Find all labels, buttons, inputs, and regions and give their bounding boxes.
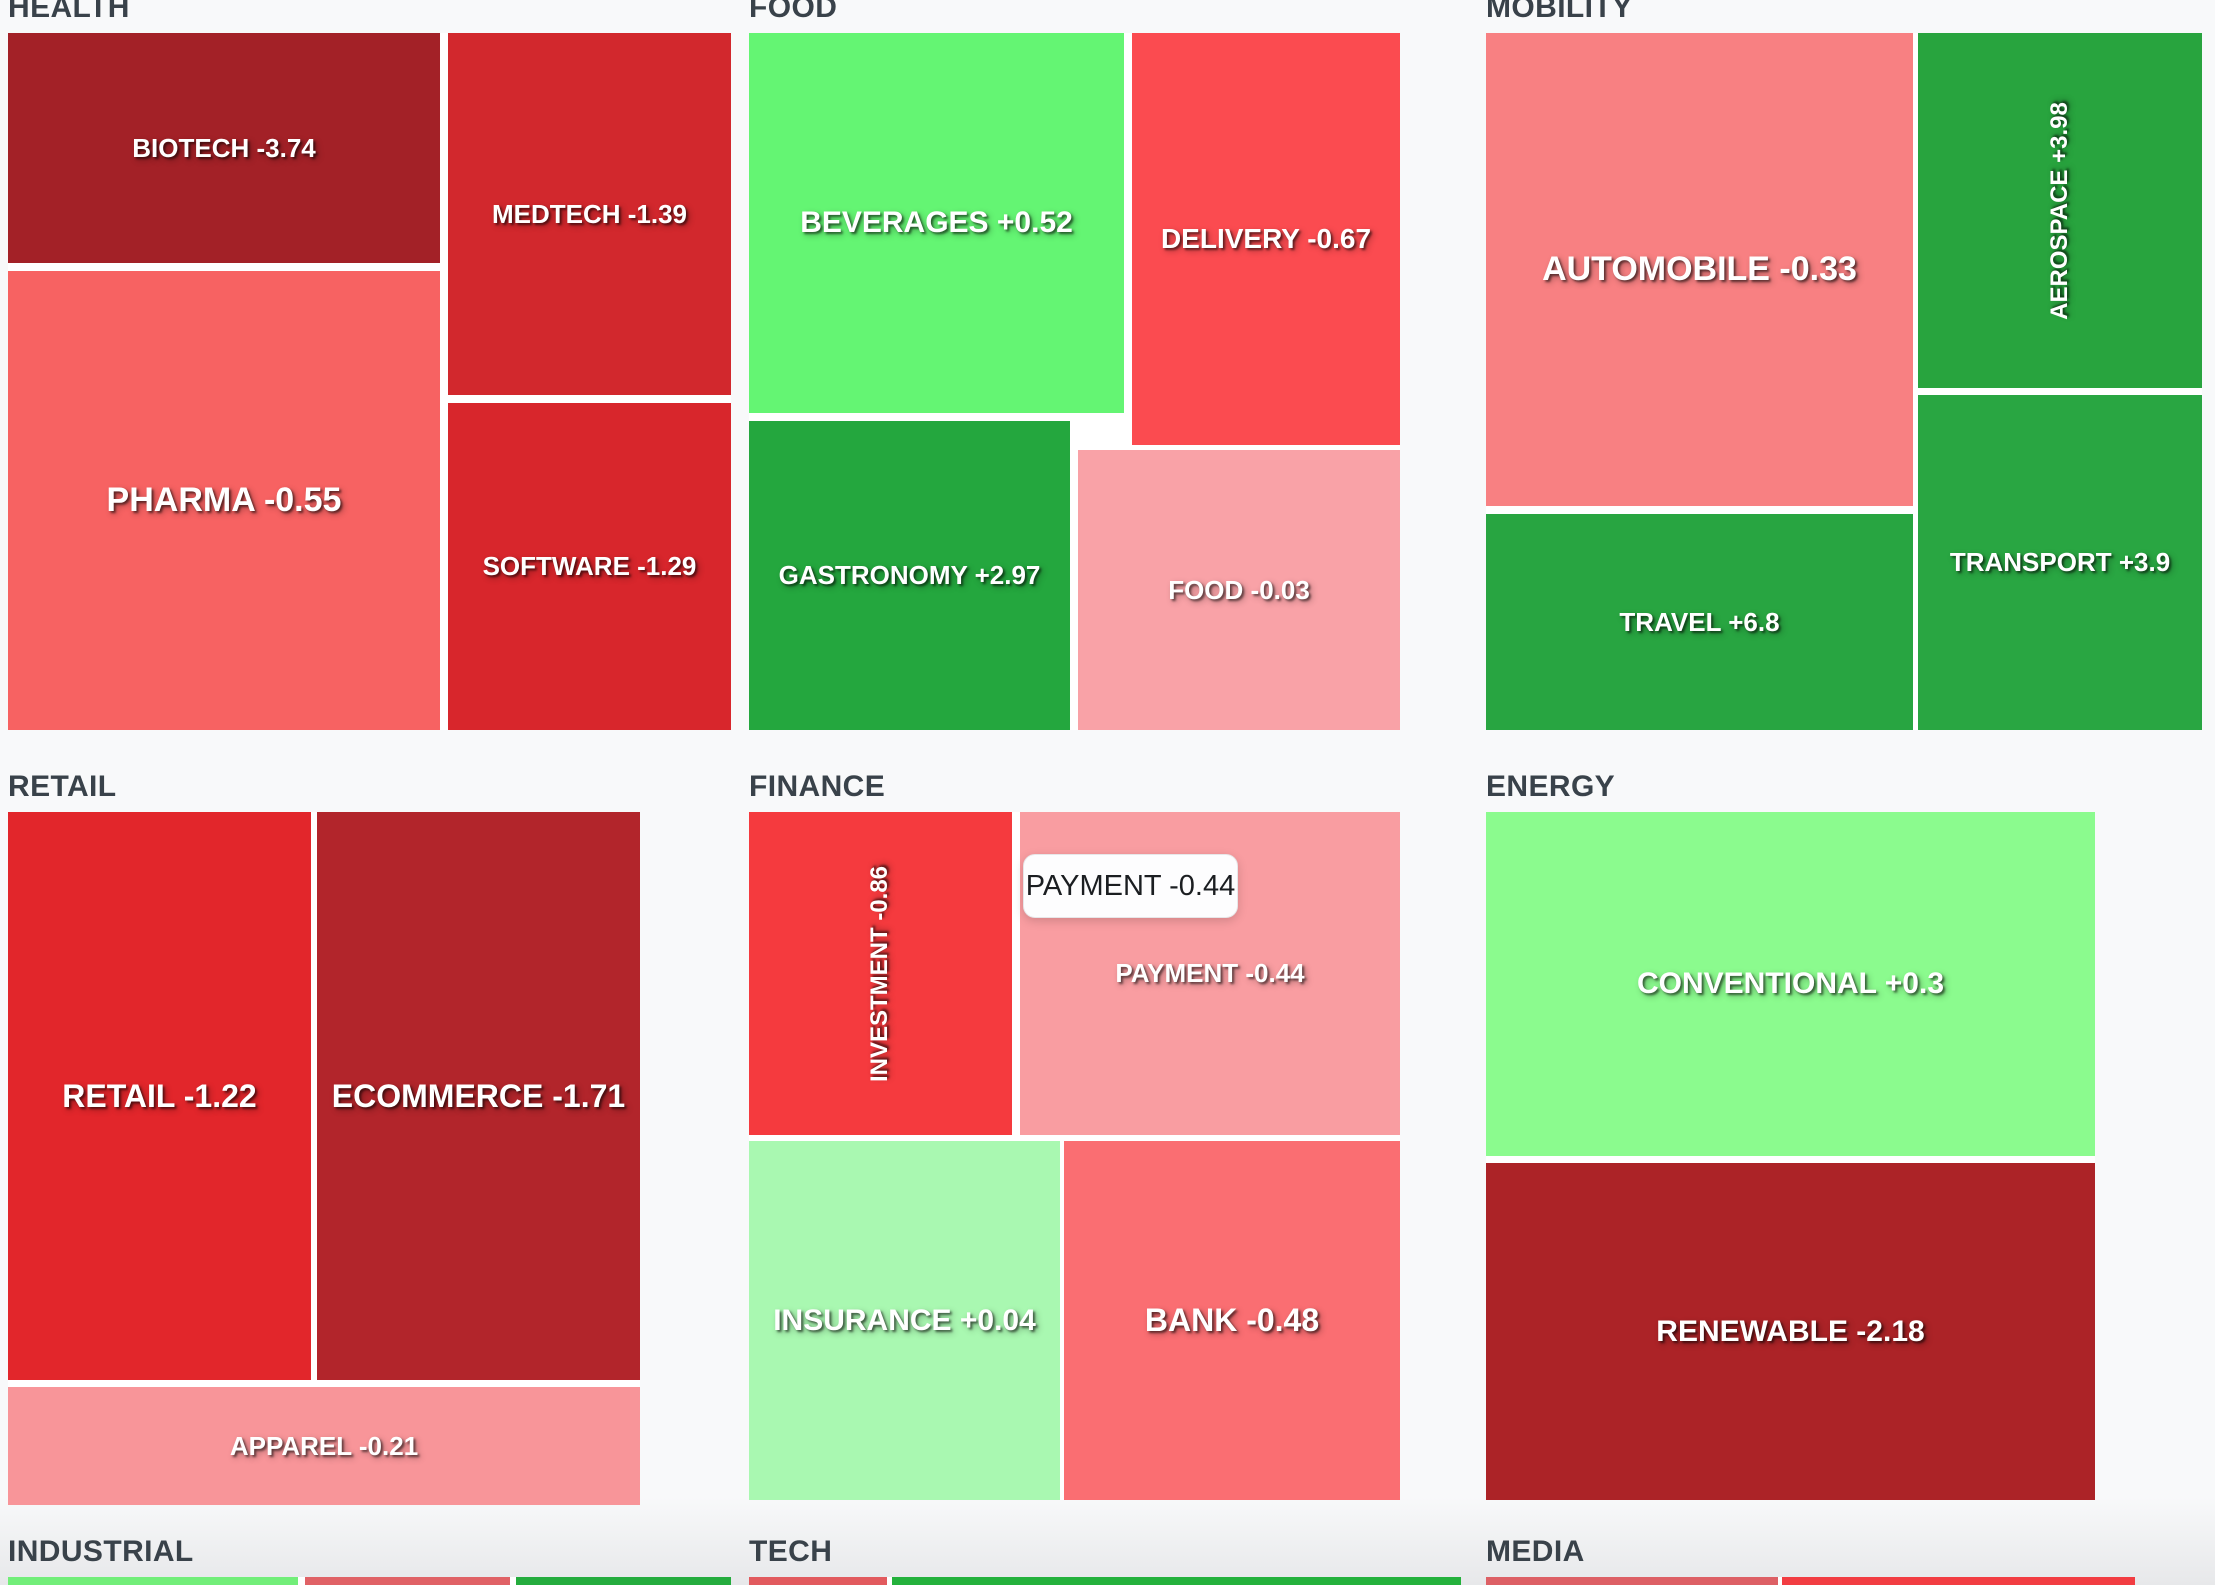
tiles-area-media [1486, 1577, 2135, 1585]
tile-industrial-2[interactable] [305, 1577, 510, 1585]
tile-label-aerospace: AEROSPACE +3.98 [2045, 101, 2073, 320]
tile-label-software: SOFTWARE -1.29 [482, 551, 697, 581]
tile-pharma[interactable]: PHARMA -0.55 [8, 271, 440, 730]
section-title-retail: RETAIL [8, 770, 117, 803]
tiles-area-finance: INVESTMENT -0.86 PAYMENT -0.44 INSURANCE +… [749, 812, 1400, 1500]
tiles-area-industrial [8, 1577, 731, 1585]
section-title-mobility: MOBILITY [1486, 0, 1633, 24]
section-title-media: MEDIA [1486, 1535, 1585, 1568]
tile-apparel[interactable]: APPAREL -0.21 [8, 1387, 640, 1505]
tile-food[interactable]: FOOD -0.03 [1078, 450, 1400, 730]
tile-tech-2[interactable] [892, 1577, 1461, 1585]
section-food: FOOD BEVERAGES +0.52 DELIVERY -0.67 GASTRON… [749, 0, 1400, 730]
tile-label-automobile: AUTOMOBILE -0.33 [1542, 250, 1857, 288]
tile-media-2[interactable] [1782, 1577, 2135, 1585]
tiles-area-retail: RETAIL -1.22 ECOMMERCE -1.71 APPAREL -0.21 [8, 812, 640, 1505]
section-title-finance: FINANCE [749, 770, 886, 803]
section-mobility: MOBILITY AUTOMOBILE -0.33 AEROSPACE +3.98 T… [1486, 0, 2202, 730]
section-energy: ENERGY CONVENTIONAL +0.3 RENEWABLE -2.18 [1486, 770, 2095, 1500]
tile-label-apparel: APPAREL -0.21 [229, 1430, 419, 1461]
tile-label-beverages: BEVERAGES +0.52 [800, 206, 1073, 239]
section-health: HEALTH BIOTECH -3.74 MEDTECH -1.39 PHARMA -… [8, 0, 731, 730]
tile-beverages[interactable]: BEVERAGES +0.52 [749, 33, 1124, 413]
tiles-area-food: BEVERAGES +0.52 DELIVERY -0.67 GASTRONOMY … [749, 33, 1400, 730]
tile-label-insurance: INSURANCE +0.04 [773, 1303, 1036, 1337]
section-title-energy: ENERGY [1486, 770, 1616, 803]
tile-transport[interactable]: TRANSPORT +3.9 [1918, 395, 2202, 730]
section-finance: FINANCE INVESTMENT -0.86 PAYMENT -0.44 INSU… [749, 770, 1400, 1500]
tile-aerospace[interactable]: AEROSPACE +3.98 [1918, 33, 2202, 388]
tile-label-retail: RETAIL -1.22 [62, 1077, 257, 1114]
tile-industrial-3[interactable] [516, 1577, 731, 1585]
tile-automobile[interactable]: AUTOMOBILE -0.33 [1486, 33, 1913, 506]
tile-label-ecommerce: ECOMMERCE -1.71 [331, 1077, 626, 1114]
tile-insurance[interactable]: INSURANCE +0.04 [749, 1141, 1060, 1500]
tile-investment[interactable]: INVESTMENT -0.86 [749, 812, 1012, 1135]
section-media: MEDIA [1486, 1535, 2135, 1585]
section-tech: TECH [749, 1535, 1461, 1585]
section-title-industrial: INDUSTRIAL [8, 1535, 194, 1568]
tile-payment[interactable]: PAYMENT -0.44 [1020, 812, 1400, 1135]
tiles-area-energy: CONVENTIONAL +0.3 RENEWABLE -2.18 [1486, 812, 2095, 1500]
tile-ecommerce[interactable]: ECOMMERCE -1.71 [317, 812, 640, 1380]
tile-gastronomy[interactable]: GASTRONOMY +2.97 [749, 421, 1070, 730]
tile-media-1[interactable] [1486, 1577, 1778, 1585]
tile-software[interactable]: SOFTWARE -1.29 [448, 403, 731, 730]
tile-industrial-1[interactable] [8, 1577, 298, 1585]
tile-biotech[interactable]: BIOTECH -3.74 [8, 33, 440, 263]
tiles-area-tech [749, 1577, 1461, 1585]
tile-bank[interactable]: BANK -0.48 [1064, 1141, 1400, 1500]
tile-label-transport: TRANSPORT +3.9 [1949, 547, 2171, 577]
tile-label-conventional: CONVENTIONAL +0.3 [1636, 967, 1945, 1000]
section-title-food: FOOD [749, 0, 838, 24]
section-industrial: INDUSTRIAL [8, 1535, 731, 1585]
section-retail: RETAIL RETAIL -1.22 ECOMMERCE -1.71 APPAREL… [8, 770, 640, 1505]
tile-label-travel: TRAVEL +6.8 [1619, 606, 1780, 637]
tile-label-delivery: DELIVERY -0.67 [1160, 223, 1372, 254]
tile-label-renewable: RENEWABLE -2.18 [1656, 1314, 1925, 1348]
bottom-fade-gradient [0, 1497, 2215, 1585]
tile-label-gastronomy: GASTRONOMY +2.97 [778, 560, 1041, 590]
section-title-health: HEALTH [8, 0, 130, 24]
tile-travel[interactable]: TRAVEL +6.8 [1486, 514, 1913, 730]
tile-medtech[interactable]: MEDTECH -1.39 [448, 33, 731, 395]
tile-tech-1[interactable] [749, 1577, 887, 1585]
tile-delivery[interactable]: DELIVERY -0.67 [1132, 33, 1400, 445]
tile-label-bank: BANK -0.48 [1144, 1302, 1320, 1338]
tiles-area-mobility: AUTOMOBILE -0.33 AEROSPACE +3.98 TRAVEL +6… [1486, 33, 2202, 730]
tile-retail[interactable]: RETAIL -1.22 [8, 812, 311, 1380]
tile-label-biotech: BIOTECH -3.74 [132, 132, 316, 163]
tile-renewable[interactable]: RENEWABLE -2.18 [1486, 1163, 2095, 1500]
tile-label-food: FOOD -0.03 [1168, 574, 1310, 605]
section-title-tech: TECH [749, 1535, 833, 1568]
tiles-area-health: BIOTECH -3.74 MEDTECH -1.39 PHARMA -0.55 SO… [8, 33, 731, 730]
tile-label-medtech: MEDTECH -1.39 [491, 198, 688, 229]
tile-label-payment: PAYMENT -0.44 [1115, 958, 1305, 988]
tile-label-pharma: PHARMA -0.55 [106, 481, 342, 519]
tile-conventional[interactable]: CONVENTIONAL +0.3 [1486, 812, 2095, 1156]
tile-label-investment: INVESTMENT -0.86 [866, 865, 894, 1082]
